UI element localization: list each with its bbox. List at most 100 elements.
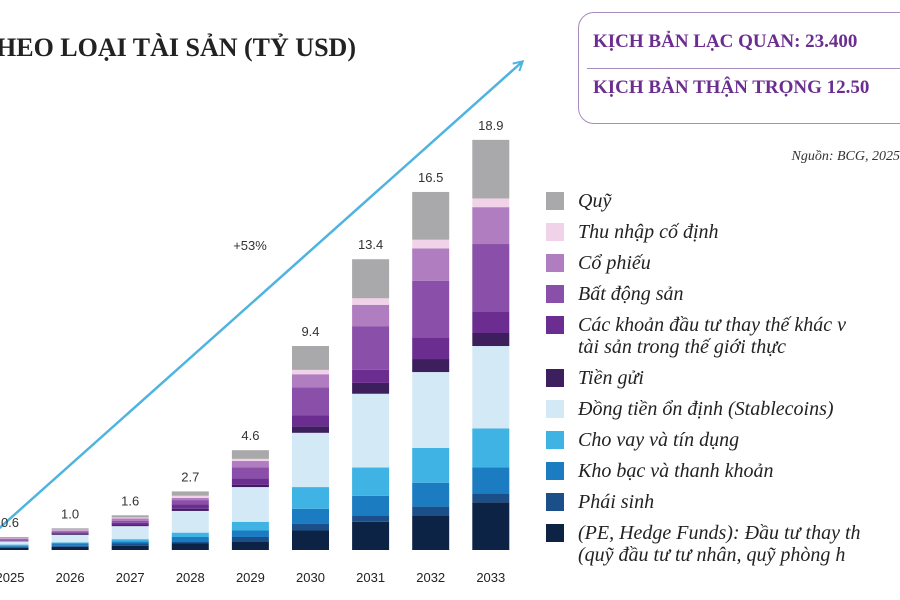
bar-segment [171, 541, 209, 544]
bar-segment [171, 536, 209, 542]
bar-segment [51, 545, 89, 547]
bar-segment [292, 432, 329, 488]
x-tick-label: 2027 [116, 570, 145, 585]
bars: 0.6 2025 1.0 2026 1.6 2027 2.7 2028 4.6 2029 9.4 20… [0, 118, 510, 585]
divider [587, 68, 900, 69]
legend-swatch [546, 493, 564, 511]
bar-segment [171, 500, 209, 505]
bar-segment [352, 298, 390, 305]
bar-segment [0, 539, 29, 541]
bar-segment [51, 532, 89, 534]
bar-segment [472, 333, 510, 347]
bar-segment [352, 326, 390, 370]
bar-segment [111, 520, 149, 523]
x-tick-label: 2030 [296, 570, 325, 585]
bar-segment [171, 504, 209, 509]
bar-segment [292, 426, 329, 433]
bar-segment [472, 207, 510, 245]
bar-segment [292, 530, 329, 550]
bar-segment [171, 543, 209, 550]
x-tick-label: 2028 [176, 570, 205, 585]
legend-label: Đồng tiền ổn định (Stablecoins) [578, 398, 834, 420]
legend-label: Cổ phiếu [578, 252, 651, 274]
legend-swatch [546, 431, 564, 449]
bar-segment [292, 374, 329, 388]
bar-segment [292, 523, 329, 531]
bar-segment [171, 495, 209, 498]
scenario-conservative: KỊCH BẢN THẬN TRỌNG 12.50 [593, 77, 870, 98]
bar-segment [352, 369, 390, 383]
bar-segment [352, 521, 390, 550]
bar-segment [111, 526, 149, 540]
bar-segment [111, 517, 149, 519]
bar-segment [472, 346, 510, 429]
bar-segment [111, 518, 149, 521]
legend-swatch [546, 223, 564, 241]
bar-segment [231, 467, 269, 479]
bar-segment [51, 528, 89, 530]
bar-segment [472, 244, 510, 312]
legend-item: Phái sinh [546, 491, 900, 513]
bar-segment [0, 541, 29, 545]
bar-segment [111, 515, 149, 518]
legend-swatch [546, 524, 564, 542]
bar-segment [231, 461, 269, 468]
bar-segment [352, 304, 390, 327]
bar-segment [171, 491, 209, 496]
legend-swatch [546, 369, 564, 387]
bar-segment [412, 506, 450, 516]
scenario-box: KỊCH BẢN LẠC QUAN: 23.400 KỊCH BẢN THẬN … [578, 12, 900, 124]
bar-segment [111, 525, 149, 527]
growth-arrow [0, 62, 522, 530]
bar-segment [111, 543, 149, 546]
x-tick-label: 2029 [236, 570, 265, 585]
bar-segment [111, 539, 149, 542]
bar-segment [292, 387, 329, 416]
bar-segment [412, 482, 450, 507]
bar-segment [171, 497, 209, 501]
bar-segment [292, 415, 329, 427]
bar-segment [51, 531, 89, 533]
bar-segment [231, 541, 269, 550]
bar-segment [231, 458, 269, 462]
bar-segment [412, 248, 450, 281]
bar-segment [171, 510, 209, 533]
bar-segment [352, 393, 390, 468]
total-label: 4.6 [241, 428, 259, 443]
bar-segment [51, 529, 89, 531]
bar-segment [0, 546, 29, 548]
x-tick-label: 2032 [416, 570, 445, 585]
bar-segment [352, 515, 390, 522]
bar-segment [292, 346, 329, 370]
total-label: 16.5 [418, 170, 443, 185]
bar-segment [352, 259, 390, 299]
legend-item: Đồng tiền ổn định (Stablecoins) [546, 398, 900, 420]
bar-segment [231, 484, 269, 488]
total-label: 18.9 [478, 118, 503, 133]
bar-segment [231, 487, 269, 522]
bar-segment [231, 478, 269, 485]
legend-label: Cho vay và tín dụng [578, 429, 740, 451]
total-label: 13.4 [358, 237, 383, 252]
bar-segment [0, 540, 29, 541]
legend-item: Bất động sản [546, 283, 900, 305]
bar-segment [0, 547, 29, 550]
legend-item: Các khoản đầu tư thay thế khác v tài sản… [546, 314, 900, 358]
legend-swatch [546, 462, 564, 480]
x-tick-label: 2033 [476, 570, 505, 585]
bar-segment [51, 530, 89, 532]
bar-segment [352, 467, 390, 496]
legend-swatch [546, 192, 564, 210]
total-label: 1.6 [121, 493, 139, 508]
bar-segment [231, 536, 269, 542]
legend-item: Thu nhập cố định [546, 221, 900, 243]
bar-segment [472, 428, 510, 468]
bar-segment [171, 508, 209, 511]
bar-segment [51, 543, 89, 546]
bar-segment [111, 541, 149, 544]
legend-swatch [546, 285, 564, 303]
bar-segment [292, 369, 329, 375]
bar-segment [292, 487, 329, 509]
bar-segment [412, 280, 450, 338]
